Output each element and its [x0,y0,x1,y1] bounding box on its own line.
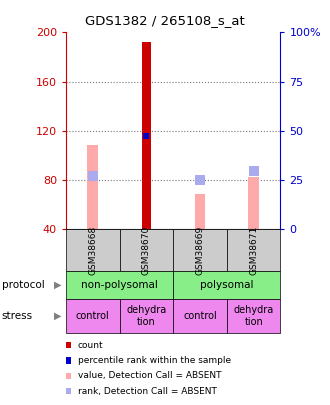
Text: ▶: ▶ [54,311,61,321]
Text: rank, Detection Call = ABSENT: rank, Detection Call = ABSENT [78,387,217,396]
Bar [142,42,151,229]
Text: GSM38668: GSM38668 [88,226,97,275]
Text: value, Detection Call = ABSENT: value, Detection Call = ABSENT [78,371,221,380]
Bar [195,194,205,229]
Text: polysomal: polysomal [200,280,254,290]
Text: non-polysomal: non-polysomal [81,280,158,290]
Text: dehydra
tion: dehydra tion [126,305,167,327]
Bar [87,145,98,229]
Text: control: control [183,311,217,321]
Text: dehydra
tion: dehydra tion [234,305,274,327]
Text: percentile rank within the sample: percentile rank within the sample [78,356,231,365]
Text: GSM38669: GSM38669 [196,226,205,275]
Text: ▶: ▶ [54,280,61,290]
Text: GSM38671: GSM38671 [249,226,258,275]
Text: stress: stress [2,311,33,321]
Text: control: control [76,311,110,321]
Text: protocol: protocol [2,280,45,290]
Bar [248,177,259,229]
Text: GSM38670: GSM38670 [142,226,151,275]
Text: count: count [78,341,104,350]
Text: GDS1382 / 265108_s_at: GDS1382 / 265108_s_at [85,14,245,27]
